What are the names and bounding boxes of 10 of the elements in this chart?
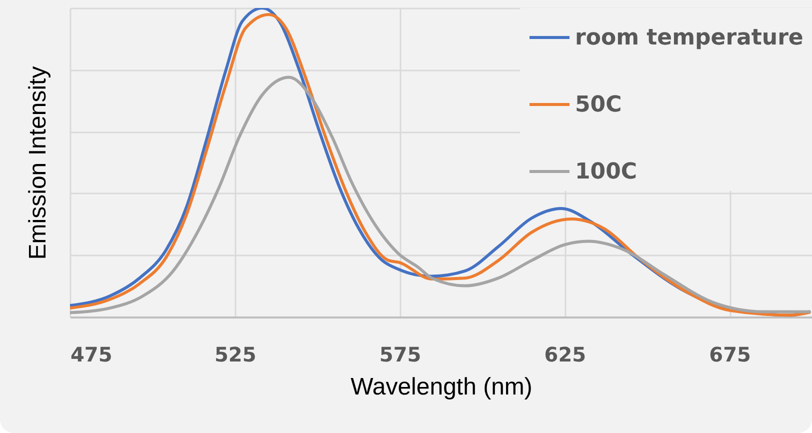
legend-label: 50C bbox=[575, 92, 622, 118]
x-tick-label: 625 bbox=[544, 342, 586, 366]
legend-label: 100C bbox=[575, 160, 638, 184]
x-axis-title: Wavelength (nm) bbox=[350, 374, 532, 400]
x-tick-label: 475 bbox=[70, 342, 112, 366]
legend-label: room temperature bbox=[575, 26, 804, 50]
x-tick-label: 675 bbox=[709, 342, 751, 366]
y-axis-title: Emission Intensity bbox=[24, 66, 52, 260]
x-tick-label: 525 bbox=[214, 342, 256, 366]
x-tick-label: 575 bbox=[379, 342, 422, 366]
